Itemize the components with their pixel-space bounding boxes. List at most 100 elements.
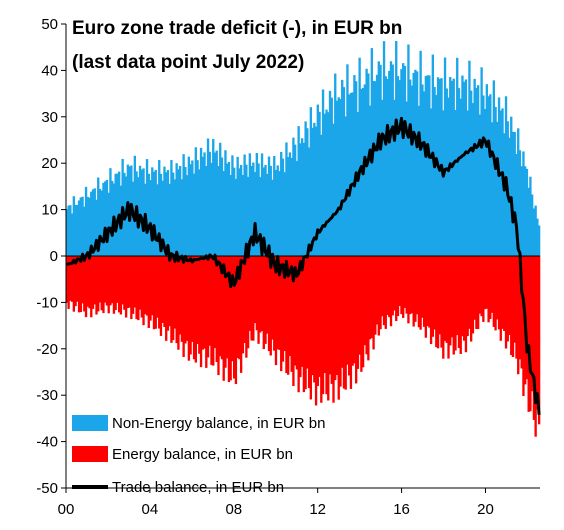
bar-energy bbox=[506, 256, 509, 342]
bar-energy bbox=[177, 256, 180, 350]
bar-non-energy bbox=[154, 169, 157, 256]
bar-non-energy bbox=[349, 92, 353, 256]
bar-energy bbox=[185, 256, 189, 341]
bar-non-energy bbox=[194, 147, 197, 256]
bar-energy bbox=[257, 256, 260, 344]
bar-energy bbox=[348, 256, 351, 376]
bar-non-energy bbox=[473, 78, 476, 256]
bar-energy bbox=[529, 256, 532, 412]
bar-non-energy bbox=[405, 101, 408, 256]
bar-energy bbox=[395, 256, 398, 322]
bar-non-energy bbox=[529, 176, 532, 256]
bar-non-energy bbox=[454, 109, 457, 257]
bar-non-energy bbox=[111, 180, 114, 256]
y-tick-label: 10 bbox=[41, 202, 58, 219]
bar-energy bbox=[353, 256, 356, 364]
bar-non-energy bbox=[478, 114, 482, 256]
bar-non-energy bbox=[476, 85, 480, 257]
bar-non-energy bbox=[522, 151, 525, 256]
bar-energy bbox=[536, 256, 539, 410]
bar-non-energy bbox=[189, 164, 192, 256]
bar-non-energy bbox=[91, 189, 95, 256]
bar-non-energy bbox=[220, 157, 224, 256]
bar-energy bbox=[393, 256, 396, 311]
bar-non-energy bbox=[168, 183, 171, 256]
bar-energy bbox=[241, 256, 245, 354]
bar-non-energy bbox=[236, 156, 239, 256]
bar-energy bbox=[100, 256, 103, 311]
bar-non-energy bbox=[67, 205, 70, 256]
bar-non-energy bbox=[173, 179, 177, 256]
bar-non-energy bbox=[468, 60, 471, 256]
bar-energy bbox=[161, 256, 164, 323]
bar-energy bbox=[389, 256, 393, 327]
bar-non-energy bbox=[402, 63, 405, 256]
bar-energy bbox=[123, 256, 126, 310]
bar-non-energy bbox=[323, 113, 326, 257]
bar-non-energy bbox=[428, 75, 431, 256]
bar-energy bbox=[95, 256, 98, 315]
bar-non-energy bbox=[90, 191, 93, 256]
bar-non-energy bbox=[184, 167, 187, 256]
bar-non-energy bbox=[443, 57, 447, 257]
bar-energy bbox=[130, 256, 133, 320]
y-tick-label: 20 bbox=[41, 155, 58, 172]
bar-energy bbox=[184, 256, 187, 344]
bar-energy bbox=[527, 256, 530, 412]
bar-energy bbox=[166, 256, 170, 331]
bar-non-energy bbox=[293, 144, 297, 256]
bar-non-energy bbox=[224, 150, 227, 256]
bar-non-energy bbox=[419, 50, 422, 256]
bar-non-energy bbox=[337, 97, 340, 257]
legend-label-non-energy: Non-Energy balance, in EUR bn bbox=[112, 415, 325, 432]
bar-energy bbox=[74, 256, 77, 307]
bar-energy bbox=[111, 256, 114, 304]
bar-non-energy bbox=[274, 169, 278, 256]
bar-energy bbox=[356, 256, 360, 369]
bar-energy bbox=[525, 256, 529, 380]
bar-energy bbox=[248, 256, 252, 331]
bar-energy bbox=[464, 256, 468, 353]
bar-energy bbox=[510, 256, 513, 356]
bar-energy bbox=[253, 256, 257, 324]
y-tick-label: -10 bbox=[36, 294, 58, 311]
bar-energy bbox=[159, 256, 163, 336]
bar-energy bbox=[386, 256, 389, 315]
bar-energy bbox=[321, 256, 325, 395]
bar-energy bbox=[435, 256, 438, 348]
bar-non-energy bbox=[102, 182, 105, 256]
bar-non-energy bbox=[208, 151, 211, 256]
bar-energy bbox=[252, 256, 255, 341]
bar-energy bbox=[264, 256, 267, 344]
bar-energy bbox=[290, 256, 293, 372]
bar-energy bbox=[287, 256, 290, 375]
bar-energy bbox=[131, 256, 135, 314]
bar-energy bbox=[335, 256, 339, 375]
bar-energy bbox=[194, 256, 197, 363]
bar-energy bbox=[379, 256, 382, 330]
bar-non-energy bbox=[490, 122, 494, 256]
bar-energy bbox=[489, 256, 492, 319]
bar-non-energy bbox=[391, 64, 394, 256]
bar-energy bbox=[133, 256, 137, 308]
bar-energy bbox=[206, 256, 210, 358]
bar-energy bbox=[492, 256, 495, 327]
bar-energy bbox=[93, 256, 96, 305]
bar-non-energy bbox=[300, 138, 304, 256]
bar-energy bbox=[497, 256, 501, 330]
bar-energy bbox=[496, 256, 499, 320]
bar-energy bbox=[402, 256, 405, 318]
bar-energy bbox=[232, 256, 236, 379]
bar-energy bbox=[344, 256, 347, 390]
bar-non-energy bbox=[212, 138, 215, 256]
bar-non-energy bbox=[351, 92, 354, 256]
bar-non-energy bbox=[332, 123, 335, 256]
y-tick-label: 40 bbox=[41, 62, 58, 79]
bar-non-energy bbox=[182, 154, 185, 256]
bar-energy bbox=[537, 256, 541, 425]
bar-energy bbox=[431, 256, 434, 337]
bar-energy bbox=[398, 256, 401, 307]
bar-non-energy bbox=[496, 121, 499, 256]
bar-non-energy bbox=[159, 173, 163, 256]
x-tick-label: 20 bbox=[477, 501, 494, 518]
